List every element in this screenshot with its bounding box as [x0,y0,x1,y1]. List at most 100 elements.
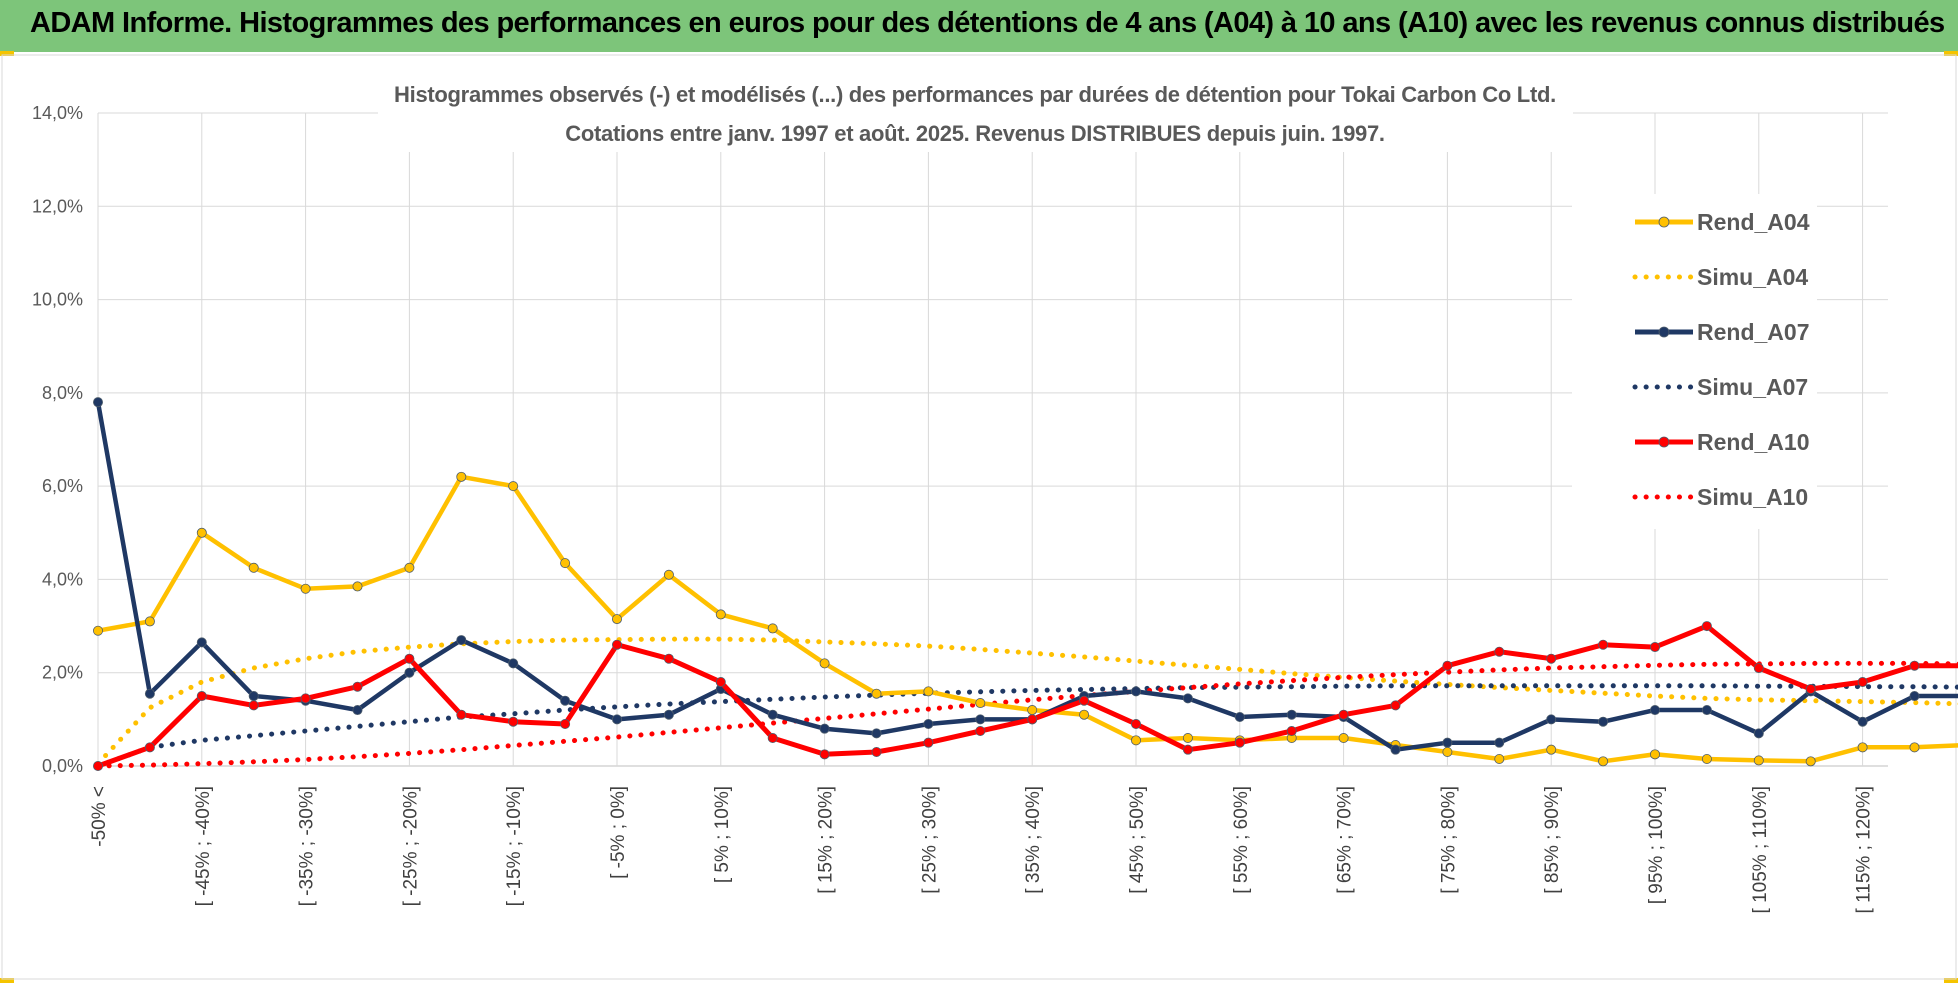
x-tick-label: [ 105% ; 110%] [1750,786,1771,913]
data-point-Rend_A10 [1494,646,1505,657]
x-tick-label: [ -25% ; -20%] [400,786,421,906]
data-point-Rend_A07 [248,691,259,702]
data-point-Rend_A10 [819,749,830,760]
chart-title: Histogrammes observés (-) et modélisés (… [394,82,1556,107]
data-point-Rend_A10 [1805,684,1816,695]
data-point-Rend_A10 [1650,642,1661,653]
data-point-Rend_A07 [1909,691,1920,702]
data-point-Rend_A04 [300,583,311,594]
data-point-Rend_A10 [1286,726,1297,737]
legend-marker-Rend_A07 [1658,326,1670,338]
data-point-Rend_A10 [1182,744,1193,755]
x-tick-label: [ -15% ; -10%] [504,786,525,906]
data-point-Rend_A04 [612,614,623,625]
data-point-Rend_A10 [300,693,311,704]
x-tick-label: [ 15% ; 20%] [816,786,837,894]
data-point-Rend_A07 [1650,705,1661,716]
data-point-Rend_A10 [1390,700,1401,711]
data-point-Rend_A10 [767,733,778,744]
data-point-Rend_A07 [144,688,155,699]
data-point-Rend_A07 [663,709,674,720]
data-point-Rend_A04 [352,581,363,592]
x-tick-label: [ 115% ; 120%] [1854,786,1875,913]
y-tick-label: 2,0% [42,663,83,683]
data-point-Rend_A07 [1598,716,1609,727]
data-point-Rend_A10 [248,700,259,711]
data-point-Rend_A04 [1805,756,1816,767]
x-tick-label: [ 5% ; 10%] [712,786,733,883]
data-point-Rend_A07 [1857,716,1868,727]
y-axis-ticks: 0,0% 2,0% 4,0% 6,0% 8,0% 10,0% 12,0% 14,0% [32,103,83,776]
data-point-Rend_A04 [663,569,674,580]
y-tick-label: 14,0% [32,103,83,123]
data-point-Rend_A04 [1131,735,1142,746]
data-point-Rend_A10 [871,747,882,758]
data-point-Rend_A07 [871,728,882,739]
data-point-Rend_A10 [1234,737,1245,748]
data-point-Rend_A07 [767,709,778,720]
data-point-Rend_A04 [767,623,778,634]
y-tick-label: 4,0% [42,569,83,589]
x-tick-label: [ -5% ; 0%] [608,786,629,879]
data-point-Rend_A04 [93,625,104,636]
data-point-Rend_A10 [456,709,467,720]
data-point-Rend_A04 [923,686,934,697]
data-point-Rend_A04 [1027,705,1038,716]
data-point-Rend_A10 [560,719,571,730]
data-point-Rend_A04 [144,616,155,627]
x-tick-label: [ 95% ; 100%] [1646,786,1667,904]
legend-label-Simu_A04: Simu_A04 [1697,264,1808,290]
legend: Rend_A04 Simu_A04 Rend_A07 Simu_A07 Rend_A10… [1572,194,1817,529]
data-point-Rend_A07 [1701,705,1712,716]
data-point-Rend_A10 [404,653,415,664]
data-point-Rend_A07 [1234,712,1245,723]
data-point-Rend_A07 [196,637,207,648]
series-line-Simu_A04 [95,636,1958,767]
data-point-Rend_A10 [1546,653,1557,664]
y-tick-label: 6,0% [42,476,83,496]
data-point-Rend_A04 [975,698,986,709]
series-line-Simu_A07 [95,683,1958,769]
x-tick-label: [ 55% ; 60%] [1231,786,1252,894]
title-background [378,78,1573,152]
data-point-Rend_A07 [1390,744,1401,755]
corner-mark [0,978,14,983]
data-point-Rend_A04 [871,688,882,699]
data-point-Rend_A10 [1598,639,1609,650]
data-point-Rend_A10 [715,677,726,688]
data-point-Rend_A10 [144,742,155,753]
data-point-Rend_A04 [560,558,571,569]
x-tick-label: [ -35% ; -30%] [297,786,318,906]
data-point-Rend_A04 [196,527,207,538]
data-point-Rend_A04 [1598,756,1609,767]
x-tick-label: [ 85% ; 90%] [1542,786,1563,894]
plot-area [93,397,1958,772]
chart-title-group: Histogrammes observés (-) et modélisés (… [378,78,1573,152]
data-point-Rend_A04 [508,481,519,492]
data-point-Rend_A07 [1494,737,1505,748]
data-point-Rend_A07 [404,667,415,678]
data-point-Rend_A10 [612,639,623,650]
data-point-Rend_A07 [1286,709,1297,720]
data-point-Rend_A10 [352,681,363,692]
data-point-Rend_A04 [1753,755,1764,766]
data-point-Rend_A04 [1650,749,1661,760]
data-point-Rend_A04 [715,609,726,620]
data-point-Rend_A10 [1909,660,1920,671]
data-point-Rend_A10 [923,737,934,748]
data-point-Rend_A04 [248,562,259,573]
x-axis-ticks: -50% < [ -45% ; -40%] [ -35% ; -30%] [ -25%… [89,786,1958,915]
data-point-Rend_A04 [1182,733,1193,744]
data-point-Rend_A04 [404,562,415,573]
legend-label-Simu_A07: Simu_A07 [1697,374,1808,400]
data-point-Rend_A07 [1753,728,1764,739]
data-point-Rend_A10 [196,691,207,702]
x-tick-label: [ 75% ; 80%] [1438,786,1459,894]
y-tick-label: 0,0% [42,756,83,776]
legend-marker-Rend_A10 [1658,436,1670,448]
data-point-Rend_A07 [975,714,986,725]
data-point-Rend_A07 [456,635,467,646]
legend-marker-Rend_A04 [1658,216,1670,228]
